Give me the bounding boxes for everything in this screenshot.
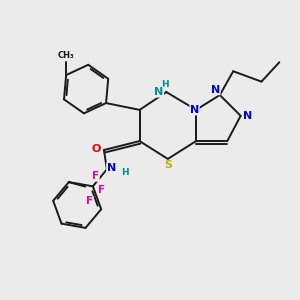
Text: S: S xyxy=(164,160,172,170)
Text: O: O xyxy=(92,143,101,154)
Text: N: N xyxy=(107,163,116,173)
Text: N: N xyxy=(211,85,220,95)
Text: N: N xyxy=(190,105,199,115)
Text: F: F xyxy=(92,171,99,181)
Text: H: H xyxy=(121,168,128,177)
Text: F: F xyxy=(86,196,93,206)
Text: CH₃: CH₃ xyxy=(58,51,74,60)
Text: H: H xyxy=(161,80,169,88)
Text: F: F xyxy=(98,184,105,194)
Text: N: N xyxy=(243,111,252,121)
Text: N: N xyxy=(154,87,164,97)
